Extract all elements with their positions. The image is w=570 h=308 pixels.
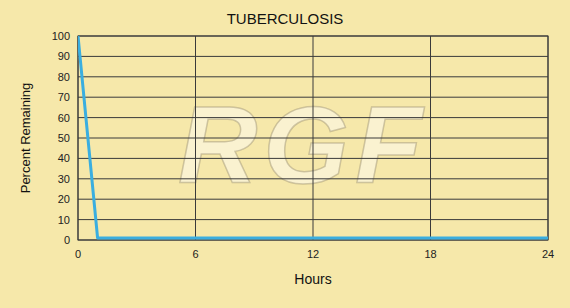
chart-title: TUBERCULOSIS — [227, 10, 344, 27]
x-grid-line — [313, 36, 314, 240]
y-tick-label: 50 — [58, 132, 70, 144]
y-tick-label: 0 — [64, 234, 70, 246]
background — [0, 0, 570, 308]
y-tick-label: 30 — [58, 173, 70, 185]
x-grid-line — [195, 36, 196, 240]
data-line — [78, 36, 548, 238]
chart-svg: RGF 0 10 20 30 40 50 60 70 80 90 100 0 6 12 18 24 TUBERCU… — [0, 0, 570, 308]
data-group — [78, 36, 548, 238]
y-tick-label: 10 — [58, 214, 70, 226]
x-axis-label: Hours — [294, 271, 331, 287]
plot-frame — [78, 36, 548, 240]
x-tick-label: 12 — [307, 248, 319, 260]
watermark: RGF — [178, 83, 428, 206]
x-tick-label: 6 — [192, 248, 198, 260]
y-tick-label: 100 — [52, 30, 70, 42]
x-tick-label: 18 — [424, 248, 436, 260]
chart-container: RGF 0 10 20 30 40 50 60 70 80 90 100 0 6 12 18 24 TUBERCU… — [0, 0, 570, 308]
y-tick-label: 20 — [58, 193, 70, 205]
y-tick-label: 90 — [58, 50, 70, 62]
y-tick-label: 60 — [58, 112, 70, 124]
y-tick-label: 70 — [58, 91, 70, 103]
x-grid-line — [430, 36, 431, 240]
y-tick-label: 40 — [58, 152, 70, 164]
x-tick-label: 0 — [75, 248, 81, 260]
y-axis-label: Percent Remaining — [18, 83, 33, 194]
x-tick-label: 24 — [542, 248, 554, 260]
y-tick-label: 80 — [58, 71, 70, 83]
